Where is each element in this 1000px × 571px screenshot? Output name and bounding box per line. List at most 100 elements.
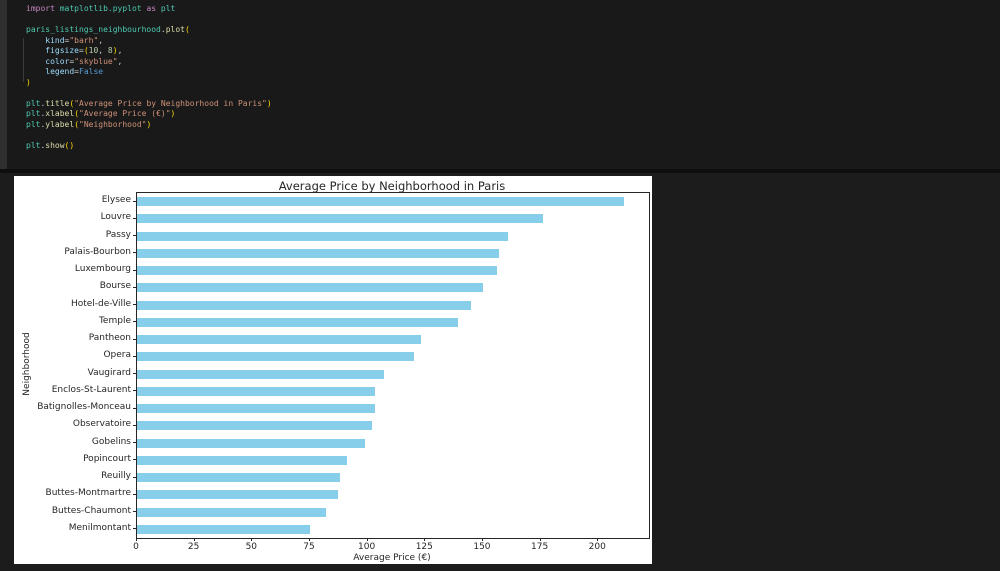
bar: [137, 455, 347, 465]
y-tick-label: Buttes-Chaumont: [51, 505, 131, 516]
x-tick-label: 0: [133, 542, 139, 552]
bar: [137, 266, 497, 276]
bar: [137, 197, 624, 207]
bar: [137, 248, 500, 258]
y-tick-mark: [133, 235, 136, 237]
x-tick-mark: [424, 538, 426, 541]
bar: [137, 335, 421, 345]
bar: [137, 352, 414, 362]
y-tick-label: Luxembourg: [74, 264, 131, 275]
y-tick-label: Pantheon: [88, 333, 131, 344]
y-tick-mark: [133, 476, 136, 478]
x-tick-mark: [251, 538, 253, 541]
bar: [137, 438, 366, 448]
y-tick-label: Buttes-Montmartre: [45, 488, 131, 499]
code-line[interactable]: paris_listings_neighbourhood.plot(: [26, 25, 190, 35]
chart-title: Average Price by Neighborhood in Paris: [278, 179, 506, 193]
code-line[interactable]: plt.xlabel("Average Price (€)"): [26, 109, 176, 119]
bar: [137, 490, 338, 500]
y-tick-mark: [133, 528, 136, 530]
panel-divider: [0, 169, 1000, 173]
bar: [137, 214, 543, 224]
bar: [137, 524, 310, 534]
y-tick-mark: [133, 321, 136, 323]
y-tick-label: Reuilly: [101, 471, 131, 482]
code-editor[interactable]: import matplotlib.pyplot as plt paris_li…: [0, 0, 1000, 169]
x-tick-mark: [136, 538, 137, 541]
y-tick-label: Gobelins: [91, 436, 131, 447]
x-tick-mark: [366, 538, 368, 541]
x-tick-mark: [193, 538, 195, 541]
code-line[interactable]: kind="barh",: [45, 35, 104, 45]
y-tick-mark: [133, 373, 136, 375]
x-tick-mark: [597, 538, 599, 541]
bar: [137, 404, 375, 414]
y-tick-mark: [133, 511, 136, 513]
y-tick-mark: [133, 493, 136, 495]
x-tick-label: 125: [415, 542, 433, 552]
left-rail: [0, 0, 7, 169]
x-axis-label: Average Price (€): [353, 553, 431, 563]
y-tick-label: Temple: [98, 315, 131, 326]
code-line[interactable]: [26, 131, 272, 142]
y-tick-label: Palais-Bourbon: [64, 246, 131, 257]
x-tick-label: 175: [531, 542, 549, 552]
y-tick-mark: [133, 286, 136, 288]
y-tick-mark: [133, 304, 136, 306]
y-tick-label: Hotel-de-Ville: [70, 298, 131, 309]
y-tick-mark: [133, 269, 136, 271]
y-tick-mark: [133, 442, 136, 444]
bar: [137, 473, 340, 483]
bar: [137, 283, 483, 293]
y-tick-mark: [133, 338, 136, 340]
x-tick-label: 25: [187, 542, 200, 552]
bar: [137, 421, 373, 431]
y-tick-label: Observatoire: [72, 419, 131, 430]
y-tick-mark: [133, 459, 136, 461]
x-tick-mark: [539, 538, 541, 541]
y-tick-label: Passy: [105, 229, 131, 240]
y-tick-label: Menilmontant: [68, 522, 131, 533]
code-line[interactable]: import matplotlib.pyplot as plt: [26, 4, 176, 13]
code-line[interactable]: plt.ylabel("Neighborhood"): [26, 120, 152, 130]
y-tick-label: Opera: [103, 350, 131, 361]
code-lines[interactable]: import matplotlib.pyplot as plt paris_li…: [26, 4, 272, 152]
y-tick-mark: [133, 407, 136, 409]
bar: [137, 507, 327, 517]
y-tick-mark: [133, 217, 136, 219]
code-line[interactable]: [26, 88, 272, 99]
y-tick-label: Popincourt: [83, 453, 131, 464]
y-tick-label: Batignolles-Monceau: [37, 402, 131, 413]
code-line[interactable]: color="skyblue",: [45, 56, 123, 66]
bar: [137, 231, 509, 241]
code-line[interactable]: plt.title("Average Price by Neighborhood…: [26, 98, 272, 108]
x-tick-mark: [308, 538, 310, 541]
bar: [137, 317, 458, 327]
y-tick-mark: [133, 355, 136, 357]
x-tick-label: 100: [358, 542, 376, 552]
y-tick-label: Vaugirard: [87, 367, 131, 378]
code-line[interactable]: ): [26, 77, 31, 87]
bar: [137, 300, 472, 310]
output-area: Average Price by Neighborhood in Paris A…: [0, 173, 1000, 571]
x-tick-label: 50: [245, 542, 258, 552]
bar: [137, 386, 375, 396]
x-tick-label: 75: [303, 542, 315, 552]
plot-area: [136, 192, 650, 539]
bar: [137, 369, 384, 379]
y-tick-label: Louvre: [100, 212, 131, 223]
code-line[interactable]: plt.show(): [26, 141, 75, 151]
y-tick-label: Elysee: [101, 195, 131, 206]
y-tick-mark: [133, 424, 136, 426]
code-line[interactable]: figsize=(10, 8),: [45, 46, 123, 56]
code-line[interactable]: [26, 15, 272, 26]
x-tick-label: 200: [588, 542, 606, 552]
y-tick-mark: [133, 200, 136, 202]
y-tick-label: Enclos-St-Laurent: [51, 384, 131, 395]
y-tick-mark: [133, 252, 136, 254]
x-tick-label: 150: [473, 542, 491, 552]
y-tick-mark: [133, 390, 136, 392]
code-line[interactable]: legend=False: [45, 67, 104, 77]
matplotlib-figure: Average Price by Neighborhood in Paris A…: [14, 176, 652, 564]
